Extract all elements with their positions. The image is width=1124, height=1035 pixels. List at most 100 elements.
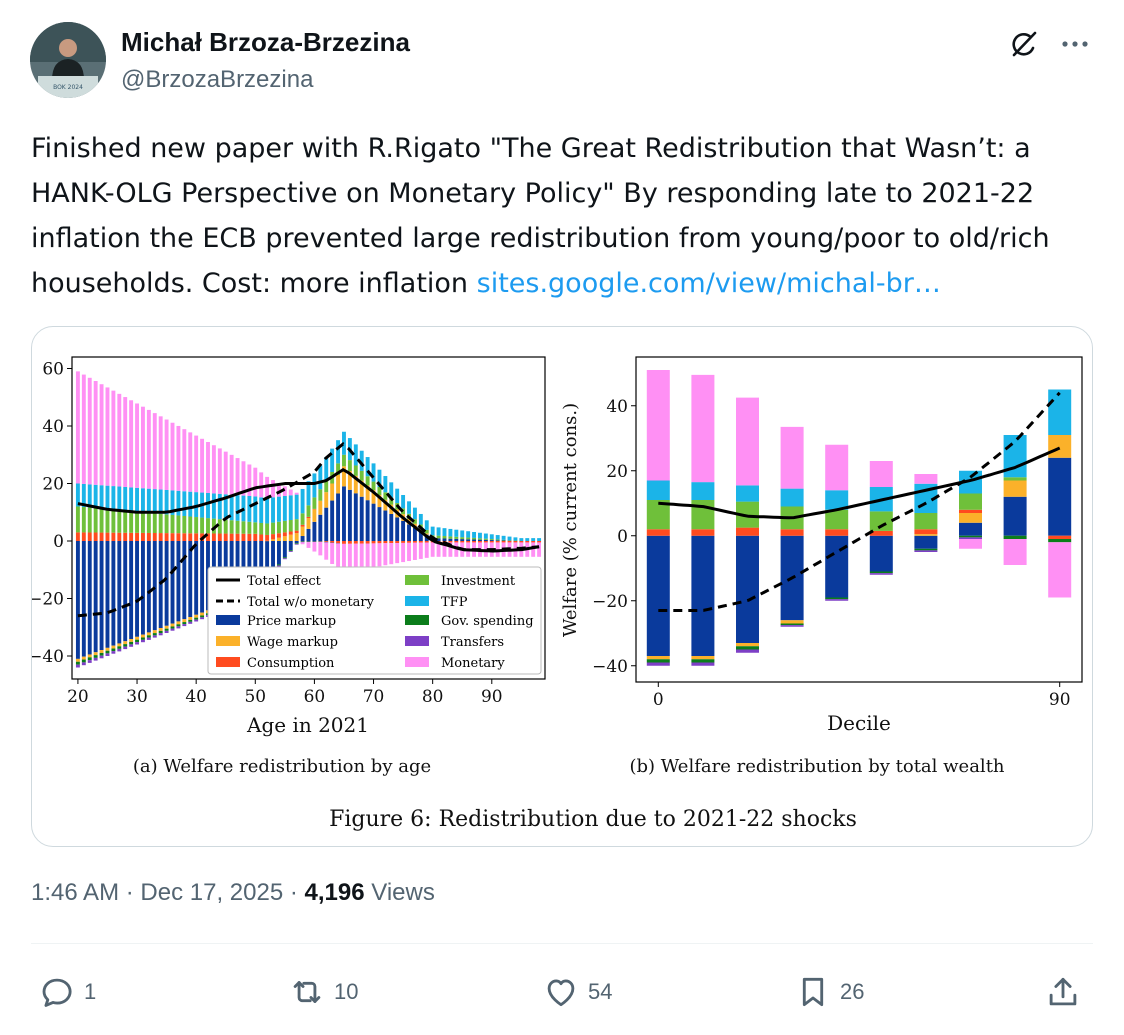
bar-tfp [389, 482, 394, 498]
bar-gov-spending [282, 557, 287, 559]
bar-investment [111, 509, 116, 533]
tweet-time[interactable]: 1:46 AM [31, 879, 120, 906]
bar-investment [247, 521, 252, 534]
bar-price-markup [271, 541, 275, 572]
bar-investment [825, 509, 849, 530]
bar-investment [164, 514, 169, 534]
bar-price-markup [959, 522, 982, 536]
bar-tfp [164, 489, 169, 515]
bar-wage-markup [93, 652, 98, 656]
bar-wage-markup [123, 641, 128, 645]
author-handle[interactable]: @BrzozaBrzezina [121, 66, 314, 93]
bar-price-markup [442, 538, 447, 541]
bar-price-markup [129, 541, 134, 640]
bar-consumption [87, 532, 92, 541]
bar-monetary [211, 445, 216, 494]
bar-consumption [188, 533, 193, 541]
bar-monetary [99, 384, 104, 486]
tweet-link[interactable]: sites.google.com/view/michal-br… [476, 268, 941, 299]
bar-wage-markup [1048, 435, 1072, 458]
line-total-wo-monetary [658, 391, 1061, 612]
bar-monetary [158, 416, 163, 490]
bar-wage-markup [176, 621, 181, 625]
bar-investment [478, 538, 482, 540]
bar-monetary [312, 541, 317, 552]
bar-price-markup [170, 541, 175, 624]
bar-consumption [483, 541, 488, 543]
bar-price-markup [412, 527, 417, 541]
bar-investment [288, 520, 293, 532]
like-button[interactable]: 54 [542, 970, 612, 1014]
bar-consumption [194, 533, 199, 541]
legend-price-markup: Price markup [247, 614, 336, 629]
bar-tfp [472, 531, 476, 538]
tweet-body: Finished new paper with R.Rigato "The Gr… [31, 133, 1050, 299]
bar-tfp [152, 489, 157, 514]
bar-transfers [736, 649, 759, 653]
bar-tfp [235, 495, 240, 521]
share-button[interactable] [1044, 970, 1082, 1014]
bar-tfp [288, 495, 293, 521]
bar-wage-markup [170, 623, 175, 627]
bar-consumption [1048, 535, 1072, 539]
bar-tfp [418, 513, 423, 525]
bar-investment [93, 508, 98, 533]
bar-consumption [478, 541, 482, 543]
bar-tfp [442, 528, 447, 537]
bar-tfp [282, 495, 287, 521]
bar-tfp [466, 531, 471, 538]
bar-wage-markup [418, 528, 423, 532]
bar-investment [501, 539, 506, 541]
bar-monetary [436, 542, 441, 557]
bar-transfers [111, 651, 116, 654]
bar-tfp [276, 496, 281, 522]
bar-wage-markup [377, 495, 382, 508]
bar-investment [489, 539, 494, 541]
bar-consumption [780, 529, 804, 536]
bar-price-markup [135, 541, 139, 637]
bar-transfers [200, 617, 205, 620]
bar-wage-markup [294, 533, 299, 541]
bar-monetary [282, 486, 287, 496]
bar-wage-markup [359, 480, 364, 497]
tweet-date[interactable]: Dec 17, 2025 [140, 879, 284, 906]
bar-consumption [407, 541, 411, 543]
bar-investment [259, 522, 264, 535]
bar-tfp [188, 491, 193, 517]
more-icon[interactable] [1059, 28, 1091, 60]
bar-gov-spending [105, 650, 110, 654]
bar-price-markup [383, 510, 388, 541]
bookmark-button[interactable]: 26 [794, 970, 864, 1014]
bar-wage-markup [99, 650, 104, 653]
legend-swatch-gov [405, 615, 429, 625]
bar-gov-spending [188, 619, 193, 622]
bar-transfers [300, 541, 305, 543]
bar-gov-spending [158, 630, 163, 634]
bar-wage-markup [141, 634, 145, 638]
repost-button[interactable]: 10 [288, 970, 358, 1014]
author-name[interactable]: Michał Brzoza-Brzezina [121, 27, 410, 57]
x-tick-label: 0 [653, 690, 664, 710]
bar-tfp [371, 463, 376, 482]
bar-wage-markup [691, 656, 715, 660]
bar-tfp [383, 476, 388, 493]
legend-investment: Investment [441, 574, 516, 589]
grok-icon[interactable] [1008, 28, 1040, 60]
bar-tfp [401, 495, 406, 509]
bar-tfp [460, 530, 465, 538]
avatar[interactable]: BOK 2024 [30, 22, 106, 98]
tweet-media-figure[interactable]: 20 30 40 50 60 70 80 90 −40 −20 0 20 40 60 Age in 202… [31, 326, 1093, 847]
bar-investment [75, 506, 80, 533]
bar-investment [359, 470, 364, 481]
bar-consumption [99, 532, 104, 541]
bar-tfp [537, 538, 542, 541]
bar-consumption [472, 541, 476, 543]
reply-button[interactable]: 1 [38, 970, 96, 1014]
bar-gov-spending [1048, 539, 1072, 543]
bar-wage-markup [188, 616, 193, 620]
bar-price-markup [395, 517, 400, 541]
bar-consumption [691, 529, 715, 536]
bar-tfp [353, 444, 358, 466]
bar-gov-spending [959, 535, 982, 538]
repost-icon [293, 981, 321, 1003]
